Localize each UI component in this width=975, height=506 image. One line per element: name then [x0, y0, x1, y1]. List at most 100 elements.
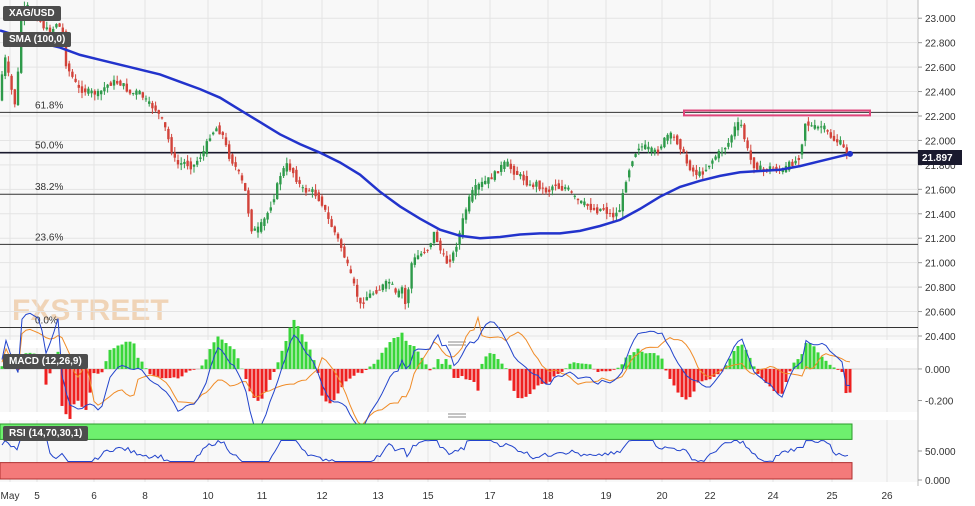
- candle-body: [77, 84, 80, 88]
- candle-body: [692, 167, 695, 172]
- candle-body: [695, 169, 698, 176]
- candle-body: [148, 101, 151, 104]
- candle-body: [455, 246, 458, 252]
- candle-body: [154, 105, 157, 111]
- candle-body: [487, 177, 490, 184]
- candle-body: [164, 122, 167, 128]
- candle-body: [464, 209, 468, 220]
- candle-body: [516, 170, 519, 175]
- rsi-overbought-zone: [0, 423, 853, 440]
- candle-body: [768, 166, 772, 171]
- x-tick-label: 6: [91, 491, 97, 502]
- x-tick-label: 5: [34, 491, 40, 502]
- candle-body: [650, 147, 653, 153]
- candle-body: [407, 289, 410, 304]
- candle-body: [461, 218, 464, 236]
- candle-body: [836, 139, 839, 143]
- candle-body: [324, 204, 327, 210]
- candle-body: [711, 160, 714, 164]
- candle-body: [263, 218, 266, 226]
- candle-body: [132, 93, 135, 95]
- candle-body: [660, 146, 663, 149]
- candle-body: [807, 121, 810, 126]
- candle-body: [679, 139, 682, 150]
- candle-body: [336, 233, 340, 239]
- price-tick-label: 21.600: [925, 185, 956, 196]
- candle-body: [480, 181, 484, 188]
- rsi-indicator-tag[interactable]: RSI (14,70,30,1): [3, 426, 89, 441]
- candle-body: [288, 163, 292, 171]
- candle-body: [746, 140, 749, 149]
- candle-body: [640, 146, 644, 148]
- candle-body: [282, 168, 285, 177]
- candle-body: [247, 190, 250, 214]
- candle-body: [343, 246, 346, 258]
- candle-body: [349, 269, 352, 274]
- candle-body: [743, 124, 746, 140]
- candle-body: [68, 63, 71, 72]
- candle-body: [160, 117, 164, 119]
- candle-body: [218, 125, 221, 135]
- sma-indicator-tag[interactable]: SMA (100,0): [3, 32, 72, 47]
- candle-body: [669, 132, 672, 139]
- candle-body: [48, 27, 52, 35]
- candle-body: [512, 165, 516, 175]
- x-tick-label: 13: [372, 491, 384, 502]
- price-tick-label: 20.400: [925, 332, 956, 343]
- candle-body: [74, 78, 77, 82]
- macd-indicator-tag[interactable]: MACD (12,26,9): [3, 354, 88, 369]
- candle-body: [96, 90, 100, 97]
- x-tick-label: 12: [316, 491, 328, 502]
- candle-body: [845, 147, 848, 154]
- candle-body: [279, 176, 282, 185]
- candle-body: [503, 161, 506, 170]
- candle-body: [576, 198, 580, 201]
- macd-line: [1, 312, 851, 431]
- candle-body: [829, 132, 832, 138]
- symbol-tag[interactable]: XAG/USD: [3, 6, 61, 21]
- candle-body: [199, 157, 202, 159]
- candle-body: [720, 151, 724, 153]
- candle-body: [634, 154, 637, 157]
- candle-body: [612, 212, 615, 218]
- candle-body: [346, 259, 349, 264]
- candle-body: [250, 209, 253, 232]
- candle-body: [58, 23, 61, 27]
- candle-body: [474, 184, 477, 196]
- candle-body: [733, 126, 736, 137]
- candle-body: [176, 160, 180, 165]
- price-tick-label: 22.200: [925, 112, 956, 123]
- fib-level-label: 0.0%: [35, 315, 58, 326]
- candle-body: [544, 187, 548, 193]
- x-tick-label: 19: [600, 491, 612, 502]
- candle-body: [240, 175, 244, 181]
- candle-body: [391, 283, 394, 285]
- x-tick-label: 22: [704, 491, 716, 502]
- x-tick-label: 26: [881, 491, 893, 502]
- candle-body: [45, 27, 48, 30]
- candle-body: [260, 222, 263, 232]
- candle-body: [228, 144, 231, 159]
- fib-level-label: 50.0%: [35, 141, 63, 152]
- candle-body: [183, 161, 186, 164]
- candle-body: [202, 151, 205, 157]
- last-price-marker: 21.897: [918, 150, 962, 165]
- candle-body: [330, 219, 333, 227]
- candle-body: [826, 130, 829, 132]
- candle-body: [541, 187, 544, 189]
- candle-body: [756, 162, 759, 170]
- panel-splitter-rsi[interactable]: [448, 413, 466, 418]
- rsi-line: [1, 439, 849, 462]
- candle-body: [708, 165, 711, 168]
- candle-body: [842, 144, 845, 148]
- candle-body: [397, 290, 400, 298]
- candle-body: [384, 280, 388, 289]
- candle-body: [628, 170, 631, 178]
- candle-body: [173, 152, 176, 158]
- candle-body: [509, 163, 512, 170]
- candle-body: [557, 183, 560, 189]
- candle-body: [400, 287, 404, 294]
- candle-body: [0, 74, 4, 101]
- candle-body: [253, 228, 256, 231]
- candle-body: [663, 137, 666, 148]
